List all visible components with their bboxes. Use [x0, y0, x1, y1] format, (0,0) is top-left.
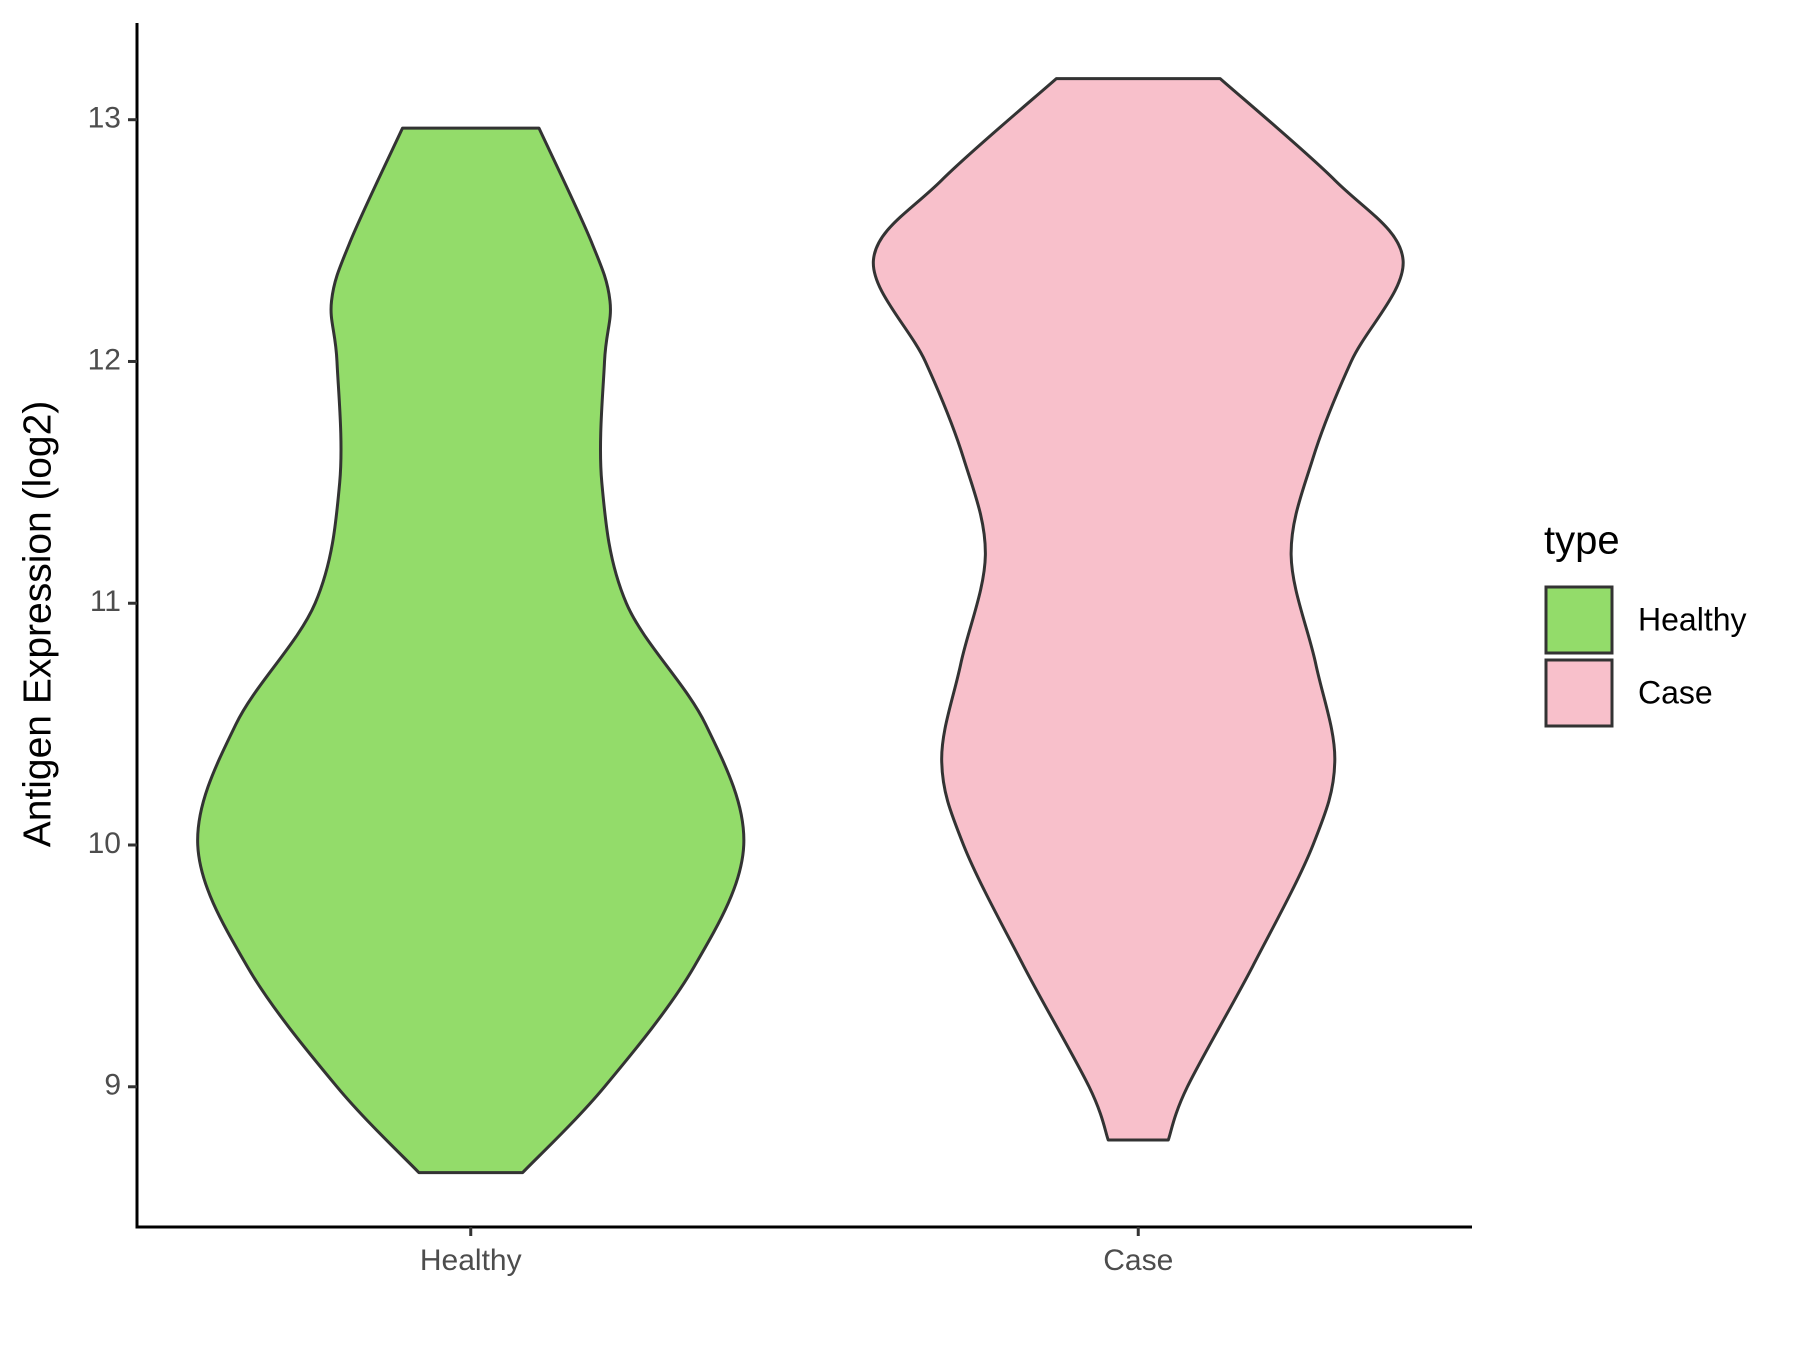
y-tick-label: 10 [88, 827, 121, 860]
y-tick-label: 11 [90, 585, 121, 618]
legend-swatch [1544, 658, 1614, 728]
legend-swatch [1544, 585, 1614, 655]
y-axis-title: Antigen Expression (log2) [16, 401, 59, 848]
x-tick-label: Case [1103, 1244, 1173, 1277]
legend-title: type [1544, 519, 1620, 563]
y-tick-label: 9 [104, 1069, 121, 1102]
violin [871, 77, 1405, 1142]
y-tick-label: 13 [88, 102, 121, 135]
legend-label: Case [1638, 674, 1713, 710]
x-tick-label: Healthy [420, 1244, 522, 1277]
violin [196, 126, 746, 1175]
y-tick-label: 12 [88, 343, 121, 376]
legend-label: Healthy [1638, 601, 1747, 637]
